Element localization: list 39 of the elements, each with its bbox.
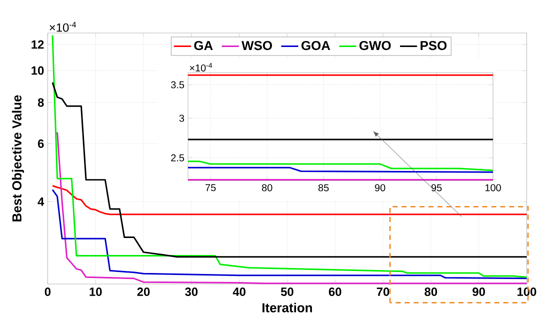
x-tick-label: 80 <box>424 288 438 296</box>
annotation: ×10$^{-4}$ <box>190 62 212 72</box>
legend-label: GA <box>194 40 213 50</box>
x-tick-label: 20 <box>137 288 150 296</box>
line-series <box>187 160 494 172</box>
y-axis-title: Best Objective Value <box>12 95 24 222</box>
x-tick-label: 90 <box>472 288 485 296</box>
legend-label: WSO <box>242 40 272 50</box>
x-axis-title: Iteration <box>262 302 312 312</box>
line-series <box>56 131 528 284</box>
x-tick-label: 10 <box>90 288 102 296</box>
text: ×10$^{-4}$ <box>50 22 76 32</box>
y-tick-label: 2.5 <box>171 154 184 162</box>
x-tick-label: 60 <box>328 288 342 296</box>
x-tick-label: 85 <box>318 184 329 192</box>
legend-label: GOA <box>302 40 330 50</box>
legend-label: GWO <box>359 40 391 50</box>
line-series <box>52 34 528 278</box>
x-tick-label: 0 <box>44 288 51 296</box>
x-tick-label: 100 <box>485 184 501 192</box>
x-tick-label: 95 <box>431 184 442 192</box>
y-tick-label: 4 <box>38 198 44 206</box>
legend-label: PSO <box>420 40 447 50</box>
y-tick-label: 8 <box>38 98 44 107</box>
x-tick-label: 80 <box>262 184 272 192</box>
x-tick-label: 70 <box>376 288 390 296</box>
x-tick-label: 100 <box>517 288 536 296</box>
y-tick-label: 3 <box>179 114 184 122</box>
y-tick-label: 3.5 <box>171 81 184 88</box>
y-tick-label: 10 <box>32 66 44 75</box>
y-tick-label: 12 <box>32 40 44 49</box>
x-tick-label: 30 <box>185 288 198 296</box>
y-tick-label: 6 <box>38 139 44 148</box>
x-tick-label: 40 <box>232 288 246 296</box>
line-series <box>52 82 528 258</box>
x-tick-label: 75 <box>206 184 216 192</box>
x-tick-label: 90 <box>374 184 386 192</box>
line-series <box>52 185 528 216</box>
x-tick-label: 50 <box>280 288 294 296</box>
